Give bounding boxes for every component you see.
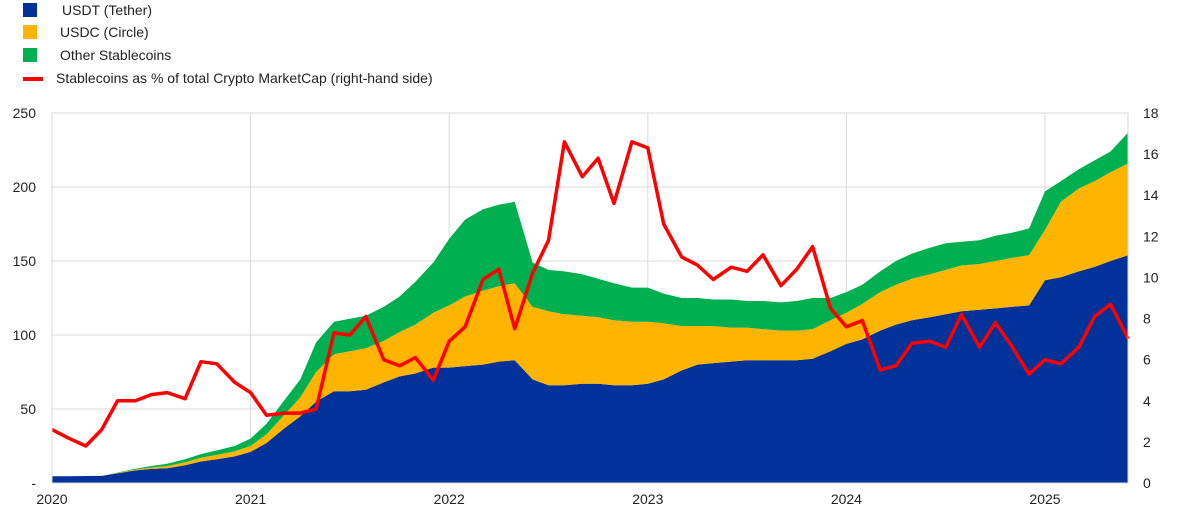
left-tick-label: 150: [13, 253, 37, 269]
right-tick-label: 4: [1143, 393, 1151, 409]
left-tick-label: 200: [13, 179, 37, 195]
right-tick-label: 10: [1143, 269, 1159, 285]
legend-swatch-ratio: [23, 77, 43, 81]
x-tick-label: 2023: [632, 491, 663, 507]
area-usdc: [52, 163, 1129, 477]
left-tick-label: 250: [13, 105, 37, 121]
legend-label-usdc: USDC (Circle): [60, 24, 149, 40]
right-tick-label: 8: [1143, 311, 1151, 327]
x-tick-label: 2025: [1029, 491, 1060, 507]
legend-label-ratio: Stablecoins as % of total Crypto MarketC…: [56, 70, 433, 86]
x-tick-label: 2022: [434, 491, 465, 507]
ratio-line-group: [51, 140, 1130, 448]
left-tick-label: 100: [13, 327, 37, 343]
legend-label-usdt: USDT (Tether): [62, 2, 152, 18]
right-tick-label: 12: [1143, 228, 1159, 244]
legend-label-other: Other Stablecoins: [60, 47, 172, 63]
legend-swatch-usdt: [23, 3, 37, 17]
right-tick-label: 2: [1143, 434, 1151, 450]
stacked-areas: [52, 132, 1129, 483]
x-axis-ticks: 2020 2021 2022 2023 2024 2025: [36, 491, 1060, 507]
area-other: [52, 132, 1129, 477]
legend-swatch-other: [23, 48, 37, 62]
right-tick-label: 0: [1143, 475, 1151, 491]
x-tick-label: 2020: [36, 491, 67, 507]
right-tick-label: 18: [1143, 105, 1159, 121]
x-tick-label: 2021: [235, 491, 266, 507]
legend-swatch-usdc: [23, 25, 37, 39]
left-axis-ticks: - 50 100 150 200 250: [13, 105, 37, 491]
right-tick-label: 14: [1143, 187, 1159, 203]
plot-frame: [51, 112, 1129, 484]
right-tick-label: 16: [1143, 146, 1159, 162]
area-usdt: [52, 255, 1129, 483]
left-tick-label: -: [31, 475, 36, 491]
right-axis-ticks: 0 2 4 6 8 10 12 14 16 18: [1143, 105, 1159, 491]
plot-border: [51, 112, 1129, 484]
right-tick-label: 6: [1143, 352, 1151, 368]
ratio-line: [51, 140, 1130, 448]
left-tick-label: 50: [20, 401, 36, 417]
x-tick-label: 2024: [831, 491, 862, 507]
